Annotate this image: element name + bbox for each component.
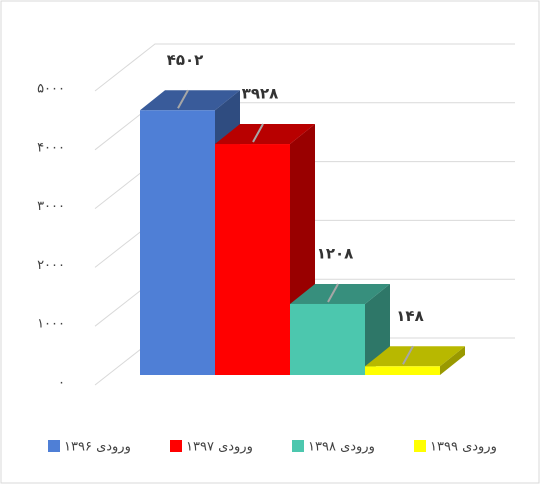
leader-line [402,345,414,365]
bar-top [290,283,390,304]
legend-label: ورودی ۱۳۹۸ [308,440,375,455]
legend-label: ورودی ۱۳۹۷ [186,440,253,455]
legend-swatch [48,440,60,452]
bar [215,124,315,375]
legend-swatch [170,440,182,452]
bar-front [365,366,440,375]
bar-top [365,346,465,367]
bar-side [440,346,465,375]
data-label: ۴۵۰۲ [167,51,204,69]
data-label: ۱۲۰۸ [317,244,354,262]
legend-label: ورودی ۱۳۹۹ [430,440,497,455]
bar-top [140,90,240,111]
leader-line [327,283,339,303]
data-label: ۱۴۸ [396,307,423,325]
y-tick-label: ۲۰۰۰ [37,258,65,273]
y-tick-label: ۴۰۰۰ [37,140,65,155]
y-tick-label: ۳۰۰۰ [37,199,65,214]
legend-swatch [292,440,304,452]
y-tick-label: ۰ [58,376,65,391]
bar-top [215,124,315,145]
bar-front [215,144,290,375]
bar-front [140,110,215,375]
y-tick-label: ۵۰۰۰ [37,82,65,97]
legend-swatch [414,440,426,452]
grid-line [94,43,515,92]
bar-front [290,303,365,375]
bar [365,346,465,375]
leader-line [177,89,189,109]
data-label: ۳۹۲۸ [242,85,279,103]
y-tick-label: ۱۰۰۰ [37,317,65,332]
leader-line [252,123,264,143]
legend-label: ورودی ۱۳۹۶ [64,440,131,455]
